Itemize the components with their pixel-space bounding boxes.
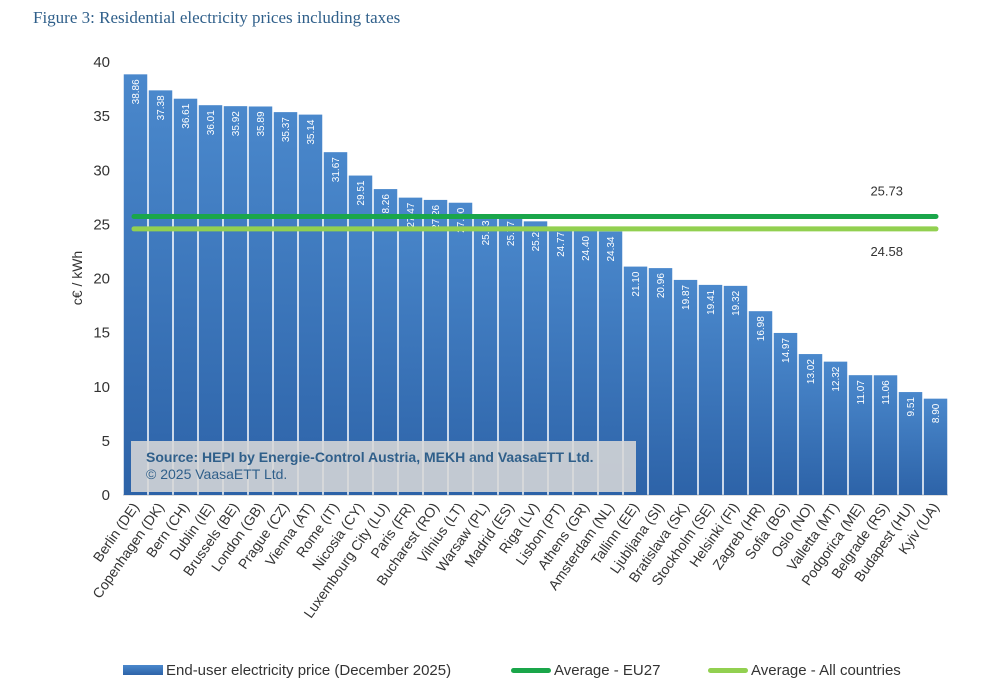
bar: [598, 231, 623, 495]
bar-value-label: 9.51: [906, 397, 917, 417]
bar: [248, 106, 273, 495]
bar: [898, 392, 923, 495]
bar-value-label: 35.89: [256, 111, 267, 136]
bar: [723, 285, 748, 495]
bar-value-label: 13.02: [806, 359, 817, 384]
legend-eu27-swatch: [511, 667, 551, 673]
bar-value-label: 25.83: [481, 220, 492, 245]
bar: [123, 74, 148, 495]
legend-price-label: End-user electricity price (December 202…: [166, 661, 452, 679]
bars: 38.86 37.38 36.61 36.01 35.92 35.89 35.37 35.14…: [123, 74, 948, 496]
bar-value-label: 25.77: [506, 221, 517, 246]
bar: [648, 268, 673, 495]
y-tick-label: 5: [102, 433, 110, 450]
bar-value-label: 29.51: [356, 180, 367, 205]
legend-bar-swatch: [123, 665, 163, 675]
y-tick-label: 25: [93, 216, 110, 233]
bar-value-label: 35.37: [281, 117, 292, 142]
legend-item-all: Average - All countries: [708, 660, 901, 680]
bar: [698, 284, 723, 495]
bar: [873, 375, 898, 495]
bar: [348, 175, 373, 495]
y-tick-label: 30: [93, 162, 110, 179]
y-tick-label: 40: [93, 54, 110, 71]
bar-value-label: 14.97: [781, 338, 792, 363]
bar: [798, 354, 823, 495]
source-box: Source: HEPI by Energie-Control Austria,…: [131, 441, 636, 492]
bar-value-label: 27.00: [456, 207, 467, 232]
category-labels: Berlin (DE)Copenhagen (DK)Bern (CH)Dubli…: [89, 500, 942, 621]
bar: [148, 90, 173, 495]
figure-title: Figure 3: Residential electricity prices…: [33, 8, 401, 27]
bar-value-label: 36.61: [181, 103, 192, 128]
bar-value-label: 24.40: [581, 235, 592, 260]
legend-all-swatch: [708, 667, 748, 673]
source-text: Source: HEPI by Energie-Control Austria,…: [146, 449, 594, 465]
legend-item-price: End-user electricity price (December 202…: [123, 660, 451, 680]
bar-value-label: 11.06: [881, 380, 892, 405]
bar: [523, 221, 548, 495]
bar: [673, 279, 698, 495]
bar: [173, 98, 198, 495]
bar-value-label: 16.98: [756, 316, 767, 341]
y-axis-label: c€ / kWh: [69, 251, 85, 305]
bar: [573, 230, 598, 495]
reference-lines: 25.73 24.58: [131, 183, 939, 259]
bar-value-label: 31.67: [331, 157, 342, 182]
bar: [823, 361, 848, 495]
y-tick-label: 20: [93, 271, 110, 288]
bar: [548, 226, 573, 495]
bar-value-label: 24.77: [556, 231, 567, 256]
bar-value-label: 36.01: [206, 110, 217, 135]
bar-value-label: 19.41: [706, 289, 717, 314]
bar-value-label: 19.87: [681, 284, 692, 309]
bar: [923, 398, 948, 495]
bar: [623, 266, 648, 495]
bar: [298, 114, 323, 495]
bar-value-label: 11.07: [856, 380, 867, 405]
y-tick-label: 10: [93, 379, 110, 396]
y-tick-label: 35: [93, 108, 110, 125]
bar-value-label: 21.10: [631, 271, 642, 296]
bar: [273, 112, 298, 495]
bar: [223, 106, 248, 495]
average-all-line-label: 24.58: [870, 244, 903, 259]
y-tick-label: 0: [102, 487, 110, 504]
bar: [773, 332, 798, 495]
legend-item-eu27: Average - EU27: [511, 660, 660, 680]
bar-value-label: 37.38: [156, 95, 167, 120]
average-eu27-line-label: 25.73: [870, 183, 903, 198]
bar-value-label: 25.28: [531, 226, 542, 251]
bar: [423, 199, 448, 495]
bar-value-label: 24.34: [606, 236, 617, 261]
bar-value-label: 8.90: [931, 403, 942, 423]
bar-value-label: 19.32: [731, 290, 742, 315]
bar: [373, 189, 398, 495]
bar: [748, 311, 773, 495]
y-tick-label: 15: [93, 325, 110, 342]
bar: [398, 197, 423, 495]
bar: [498, 216, 523, 496]
bar-value-label: 28.26: [381, 194, 392, 219]
bar-value-label: 35.14: [306, 119, 317, 144]
bar-value-label: 20.96: [656, 273, 667, 298]
legend-all-label: Average - All countries: [751, 661, 901, 679]
bar: [323, 152, 348, 496]
legend-eu27-label: Average - EU27: [554, 661, 661, 679]
bar: [848, 375, 873, 495]
bar-value-label: 12.32: [831, 366, 842, 391]
bar-value-label: 35.92: [231, 111, 242, 136]
bar: [448, 202, 473, 495]
bar-value-label: 38.86: [131, 79, 142, 104]
copyright-text: © 2025 VaasaETT Ltd.: [146, 466, 288, 482]
bar: [198, 105, 223, 496]
bar: [473, 215, 498, 495]
